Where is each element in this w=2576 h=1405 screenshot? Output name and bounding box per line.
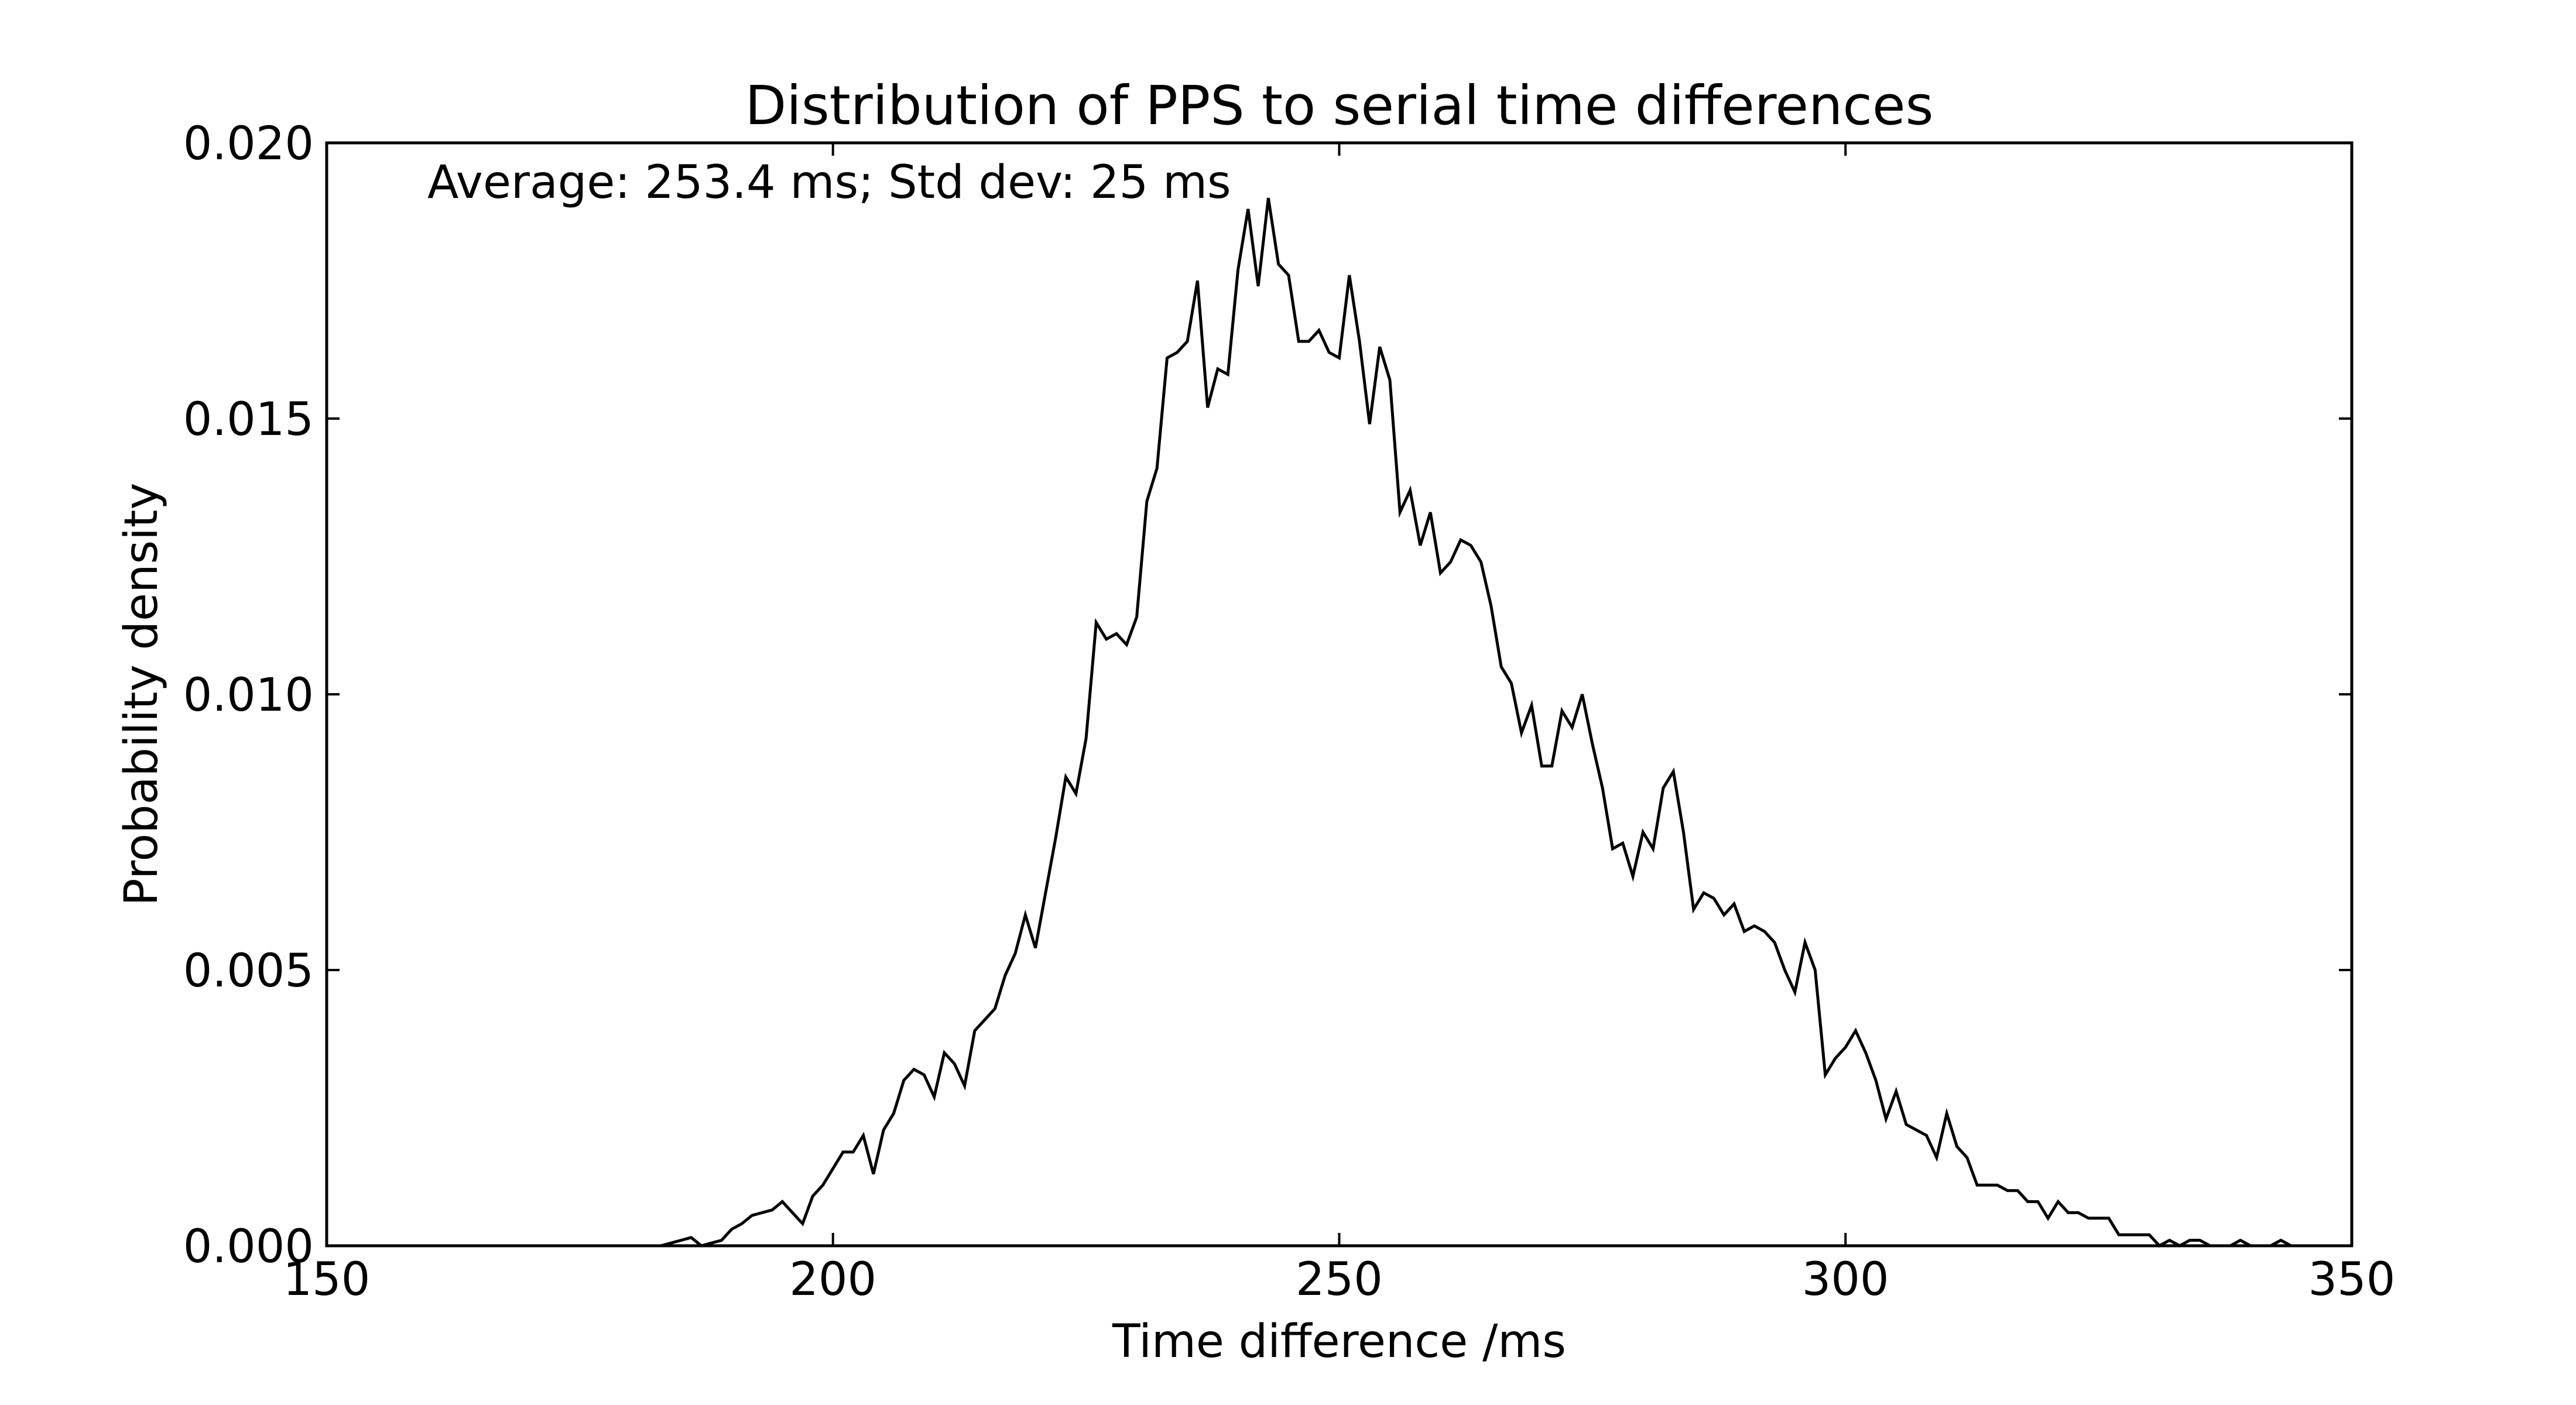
stats-annotation: Average: 253.4 ms; Std dev: 25 ms [427, 156, 1231, 209]
x-tick-label: 150 [283, 1253, 371, 1306]
plot-frame [325, 141, 2354, 1248]
x-axis-ticks: 150 200 250 300 350 [283, 143, 2396, 1306]
y-tick-label: 0.000 [183, 1221, 314, 1273]
x-tick-label: 250 [1296, 1253, 1383, 1306]
y-tick-label: 0.005 [183, 945, 314, 998]
y-tick-label: 0.010 [183, 669, 314, 722]
x-tick-label: 350 [2308, 1253, 2396, 1306]
x-axis-label: Time difference /ms [1112, 1315, 1566, 1368]
x-tick-label: 300 [1802, 1253, 1889, 1306]
y-tick-label: 0.015 [183, 393, 314, 446]
y-axis-label: Probability density [115, 482, 168, 906]
plot-area: 150 200 250 300 350 0.000 0.005 0.010 0.015 0.02… [183, 118, 2396, 1306]
y-axis-ticks: 0.000 0.005 0.010 0.015 0.020 [183, 118, 2352, 1273]
y-tick-label: 0.020 [183, 118, 314, 170]
chart-title: Distribution of PPS to serial time diffe… [745, 74, 1933, 137]
x-tick-label: 200 [789, 1253, 876, 1306]
series-line-density [640, 197, 2292, 1248]
